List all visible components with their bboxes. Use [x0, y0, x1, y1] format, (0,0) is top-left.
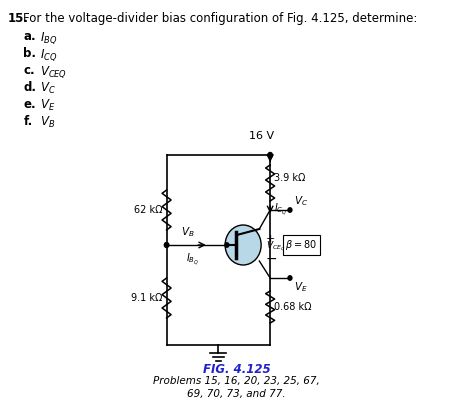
- Text: b.: b.: [23, 47, 36, 60]
- Text: FIG. 4.125: FIG. 4.125: [202, 363, 270, 376]
- Text: d.: d.: [23, 81, 36, 94]
- Text: f.: f.: [23, 115, 33, 128]
- Text: 16 V: 16 V: [248, 131, 273, 141]
- Text: $V_E$: $V_E$: [293, 280, 307, 294]
- Text: $\beta = 80$: $\beta = 80$: [285, 238, 318, 252]
- Text: For the voltage-divider bias configuration of Fig. 4.125, determine:: For the voltage-divider bias configurati…: [23, 12, 418, 25]
- Text: $V_E$: $V_E$: [40, 98, 55, 113]
- Circle shape: [288, 208, 292, 212]
- Text: 69, 70, 73, and 77.: 69, 70, 73, and 77.: [187, 389, 286, 399]
- Text: 15.: 15.: [7, 12, 28, 25]
- Text: $V_B$: $V_B$: [181, 225, 194, 239]
- Text: $I_{BQ}$: $I_{BQ}$: [40, 30, 57, 46]
- Circle shape: [225, 243, 229, 247]
- Text: 0.68 kΩ: 0.68 kΩ: [274, 302, 311, 312]
- Text: Problems 15, 16, 20, 23, 25, 67,: Problems 15, 16, 20, 23, 25, 67,: [153, 376, 320, 386]
- Text: $V_C$: $V_C$: [293, 194, 308, 208]
- Text: 3.9 kΩ: 3.9 kΩ: [274, 173, 305, 183]
- Text: $I_{C_Q}$: $I_{C_Q}$: [274, 202, 287, 217]
- Text: e.: e.: [23, 98, 36, 111]
- Text: $V_{CE_Q}$: $V_{CE_Q}$: [265, 240, 285, 254]
- Circle shape: [225, 225, 261, 265]
- Text: $V_C$: $V_C$: [40, 81, 55, 96]
- Text: c.: c.: [23, 64, 35, 77]
- Text: a.: a.: [23, 30, 36, 43]
- Circle shape: [268, 153, 273, 158]
- Text: 9.1 kΩ: 9.1 kΩ: [131, 293, 162, 303]
- Text: −: −: [265, 252, 277, 266]
- Circle shape: [164, 243, 169, 248]
- Circle shape: [288, 276, 292, 280]
- Text: +: +: [265, 234, 275, 244]
- Text: $V_B$: $V_B$: [40, 115, 55, 130]
- Text: $I_{CQ}$: $I_{CQ}$: [40, 47, 57, 63]
- Text: $V_{CEQ}$: $V_{CEQ}$: [40, 64, 67, 80]
- Text: $I_{B_Q}$: $I_{B_Q}$: [186, 251, 199, 266]
- Text: 62 kΩ: 62 kΩ: [134, 205, 162, 215]
